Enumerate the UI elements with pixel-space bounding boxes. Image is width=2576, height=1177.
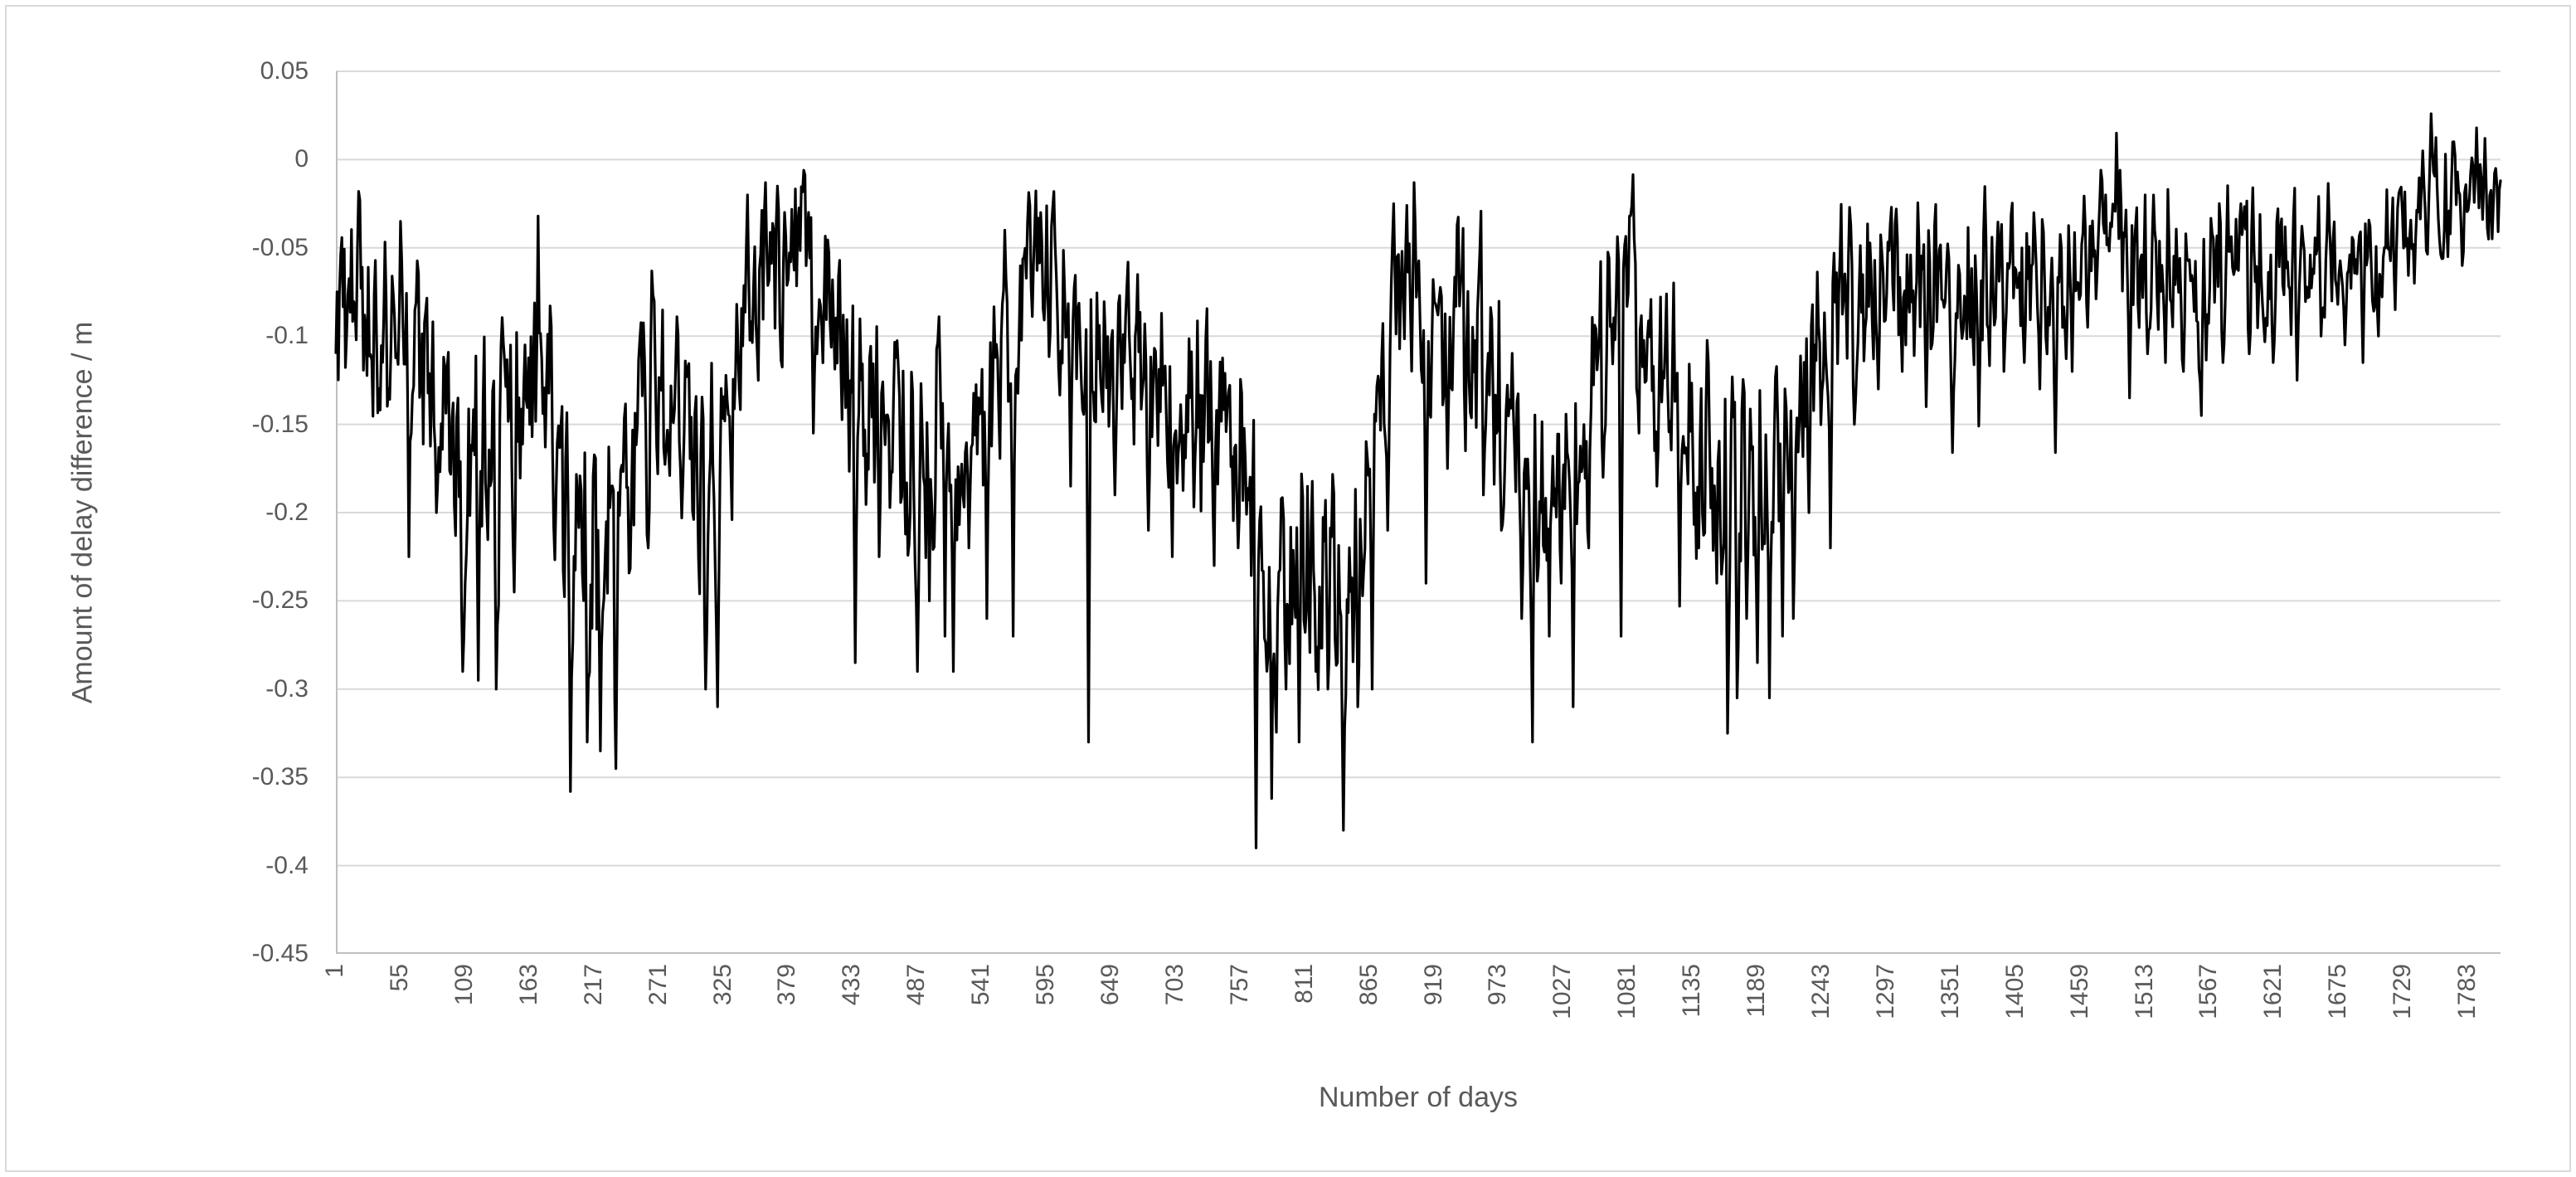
x-axis-tick-label: 163 (514, 964, 542, 1006)
x-axis-title: Number of days (1319, 1082, 1518, 1113)
x-axis-tick-label: 1405 (2000, 964, 2029, 1019)
x-axis-tick-label: 1567 (2194, 964, 2223, 1019)
x-axis-tick-label: 1027 (1548, 964, 1577, 1019)
y-axis-tick-label: -0.35 (251, 763, 309, 791)
y-axis-tick-label: -0.05 (251, 233, 309, 261)
x-axis-tick-label: 1135 (1678, 964, 1706, 1018)
gridlines (336, 71, 2501, 867)
y-axis-tick-label: -0.4 (265, 851, 309, 879)
y-axis-tick-label: 0.05 (260, 57, 309, 85)
y-axis-tick-label: -0.45 (251, 940, 309, 967)
x-axis-tick-label: 1459 (2065, 964, 2093, 1019)
x-axis-tick-label: 109 (450, 964, 478, 1006)
x-axis-tick-label: 541 (967, 964, 995, 1006)
x-axis-tick-label: 1513 (2130, 964, 2158, 1019)
x-axis-tick-label: 1189 (1742, 964, 1770, 1018)
x-axis-tick-label: 55 (385, 964, 413, 992)
x-axis-tick-label: 1081 (1613, 964, 1641, 1019)
x-axis-tick-label: 757 (1225, 964, 1253, 1006)
x-axis-tick-label: 379 (773, 964, 801, 1006)
x-axis-tick-label: 919 (1419, 964, 1447, 1006)
x-axis-tick-label: 271 (644, 964, 672, 1006)
x-axis-tick-label: 865 (1354, 964, 1383, 1006)
x-axis-tick-label: 1351 (1936, 964, 1964, 1019)
x-axis-tick-label: 1729 (2389, 964, 2417, 1019)
x-axis-tick-label: 217 (579, 964, 607, 1006)
x-axis-tick-label: 703 (1160, 964, 1188, 1006)
x-axis-tick-label: 973 (1484, 964, 1512, 1006)
y-axis-tick-label: -0.1 (265, 322, 309, 350)
x-axis-tick-label: 595 (1032, 964, 1059, 1006)
x-axis-tick-label: 487 (902, 964, 931, 1006)
y-axis-tick-label: 0 (294, 145, 309, 173)
x-axis-tick-label: 649 (1096, 964, 1124, 1006)
x-axis-tick-label: 1297 (1871, 964, 1899, 1019)
series-line (334, 112, 2502, 849)
x-axis-tick-label: 1 (321, 964, 348, 978)
y-axis-tick-label: -0.25 (251, 586, 309, 615)
x-axis-tick-label: 325 (708, 964, 736, 1006)
x-axis-tick-label: 1675 (2324, 964, 2352, 1019)
y-axis-tick-label: -0.15 (251, 410, 309, 438)
chart-frame (5, 5, 2571, 1172)
x-axis-tick-label: 1243 (1806, 964, 1835, 1019)
x-axis-tick-label: 1621 (2259, 964, 2287, 1019)
x-axis-tick-label: 1783 (2453, 964, 2481, 1019)
x-axis-tick-label: 433 (838, 964, 866, 1006)
plot-area (334, 71, 2502, 954)
x-axis-tick-label: 811 (1290, 964, 1318, 1004)
y-axis-tick-label: -0.2 (265, 499, 309, 526)
y-axis-tick-label: -0.3 (265, 674, 309, 703)
